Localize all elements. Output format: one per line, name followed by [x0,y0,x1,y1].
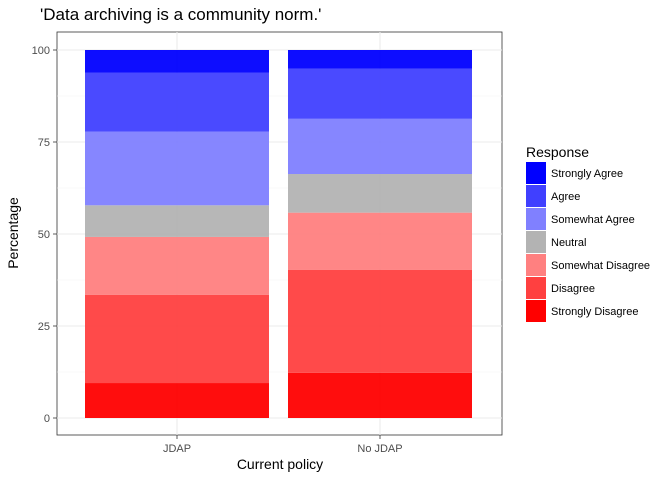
bar-segment [288,212,472,270]
bar-segment [288,269,472,373]
y-axis-title: Percentage [5,197,21,269]
legend-title: Response [526,144,589,160]
y-tick-label: 50 [38,229,50,241]
chart-title: 'Data archiving is a community norm.' [40,5,321,24]
y-tick-label: 25 [38,321,50,333]
legend-key [526,277,546,299]
bar-segment [288,68,472,119]
legend-label: Strongly Agree [551,168,623,180]
legend-label: Somewhat Disagree [551,260,650,272]
bar-segment [288,118,472,175]
bar-segment [85,131,269,206]
y-axis: 0 25 50 75 100 [32,45,57,425]
legend: Response Strongly Agree Agree Somewhat Agr… [526,144,650,322]
bar-segment [85,50,269,73]
legend-label: Disagree [551,283,595,295]
y-tick-label: 75 [38,137,50,149]
legend-key [526,231,546,253]
legend-label: Strongly Disagree [551,306,638,318]
x-tick-label: No JDAP [357,443,402,455]
legend-key [526,208,546,230]
bar-segment [85,72,269,132]
y-tick-label: 100 [32,45,50,57]
legend-key [526,162,546,184]
bar-segment [288,50,472,69]
legend-key [526,300,546,322]
bar-segment [85,383,269,418]
bar-segment [85,205,269,237]
legend-label: Somewhat Agree [551,214,635,226]
legend-label: Neutral [551,237,586,249]
bar-segment [288,372,472,418]
bar-segment [288,174,472,213]
bars [85,50,472,418]
x-axis: JDAP No JDAP [163,435,403,455]
bar-segment [85,236,269,295]
legend-key [526,185,546,207]
legend-label: Agree [551,191,580,203]
x-axis-title: Current policy [237,456,323,472]
y-tick-label: 0 [44,413,50,425]
legend-key [526,254,546,276]
x-tick-label: JDAP [163,443,191,455]
bar-segment [85,294,269,384]
